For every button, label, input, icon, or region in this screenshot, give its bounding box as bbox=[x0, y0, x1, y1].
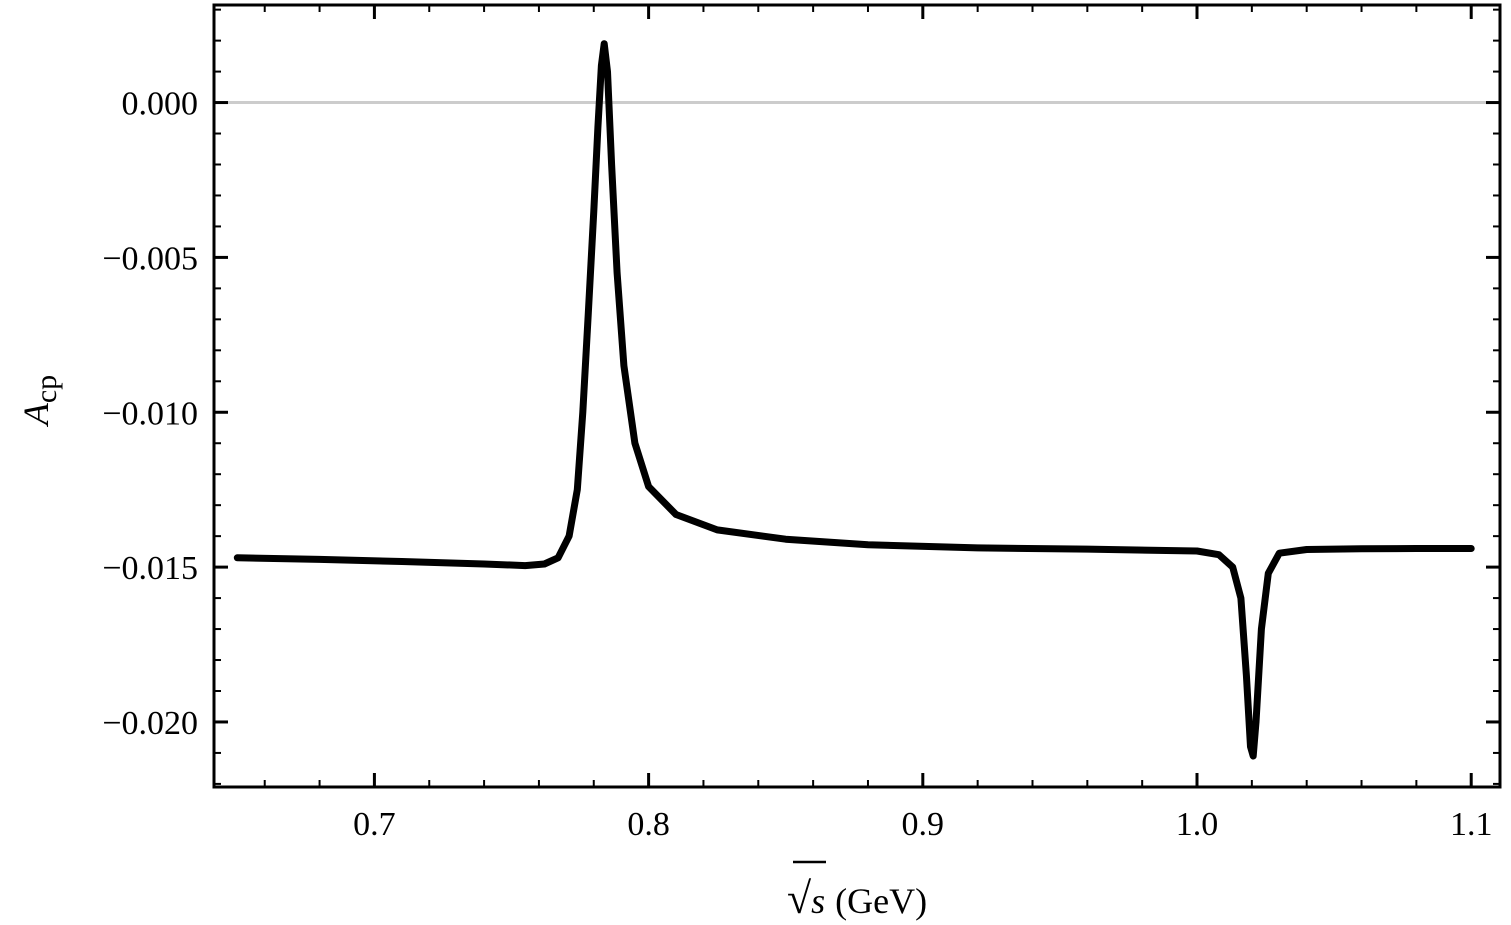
x-tick-label: 0.7 bbox=[353, 806, 396, 843]
x-axis-label: √s (GeV) bbox=[787, 874, 927, 923]
y-axis-label-main: A bbox=[16, 402, 56, 427]
series-line bbox=[233, 40, 1475, 760]
x-axis-label-var: s bbox=[811, 881, 825, 921]
y-axis-label-sub: cp bbox=[30, 375, 63, 403]
x-axis-label-unit: (GeV) bbox=[835, 881, 927, 921]
plot-frame bbox=[212, 3, 1502, 789]
y-tick-label: 0.000 bbox=[122, 86, 199, 123]
x-tick-label: 1.1 bbox=[1450, 806, 1493, 843]
y-tick-labels: 0.000 −0.005 −0.010 −0.015 −0.020 bbox=[102, 86, 198, 742]
y-tick-label: −0.005 bbox=[102, 240, 198, 277]
y-tick-label: −0.010 bbox=[102, 395, 198, 432]
x-tick-label: 1.0 bbox=[1176, 806, 1219, 843]
y-tick-label: −0.020 bbox=[102, 705, 198, 742]
y-axis-label: Acp bbox=[16, 375, 63, 427]
x-tick-label: 0.9 bbox=[902, 806, 945, 843]
minor-ticks bbox=[214, 5, 1500, 787]
x-axis-label-radical: √ bbox=[787, 874, 812, 923]
y-tick-label: −0.015 bbox=[102, 550, 198, 587]
x-tick-labels: 0.7 0.8 0.9 1.0 1.1 bbox=[353, 806, 1492, 843]
x-tick-label: 0.8 bbox=[627, 806, 670, 843]
major-ticks bbox=[214, 5, 1500, 787]
